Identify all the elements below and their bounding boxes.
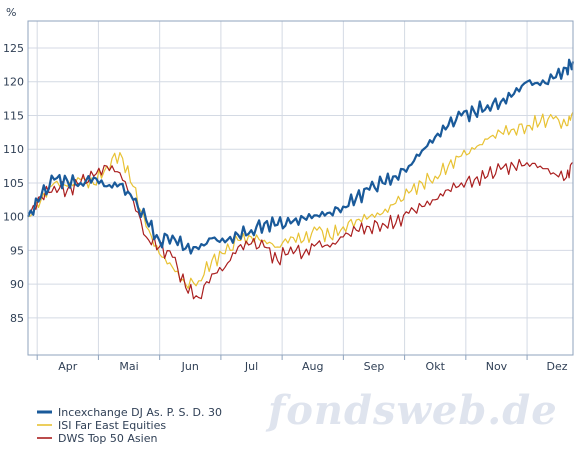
x-axis-ticks: Apr Mai Jun Jul Aug Sep Okt Nov Dez — [36, 355, 568, 373]
y-tick-label: 100 — [3, 211, 24, 224]
y-tick-label: 120 — [3, 76, 24, 89]
x-tick-label: Sep — [364, 360, 385, 373]
y-tick-label: 115 — [3, 109, 24, 122]
x-tick-label: Aug — [302, 360, 323, 373]
x-tick-label: Jul — [244, 360, 258, 373]
series-lines — [26, 58, 575, 300]
y-tick-label: 95 — [10, 244, 24, 257]
x-tick-label: Nov — [486, 360, 508, 373]
x-tick-label: Dez — [546, 360, 567, 373]
y-tick-label: 110 — [3, 143, 24, 156]
y-tick-label: 85 — [10, 312, 24, 325]
y-tick-label: 105 — [3, 177, 24, 190]
series-line-1 — [27, 111, 574, 289]
series-line-0 — [26, 58, 575, 255]
y-tick-label: 125 — [3, 42, 24, 55]
plot-background — [28, 21, 573, 355]
legend-label: Incexchange DJ As. P. S. D. 30 — [58, 406, 222, 419]
plot-frame — [27, 20, 574, 356]
grid — [28, 21, 573, 355]
legend-label: ISI Far East Equities — [58, 419, 166, 432]
x-tick-label: Mai — [119, 360, 138, 373]
watermark: fondsweb.de — [265, 387, 558, 434]
x-tick-label: Jun — [181, 360, 199, 373]
y-tick-label: 90 — [10, 278, 24, 291]
y-axis-ticks: 85 90 95 100 105 110 115 120 125 — [3, 42, 24, 325]
y-axis-unit: % — [6, 6, 16, 19]
series-line-2 — [27, 158, 574, 300]
legend-label: DWS Top 50 Asien — [58, 432, 157, 445]
x-tick-label: Apr — [58, 360, 78, 373]
x-tick-label: Okt — [426, 360, 446, 373]
